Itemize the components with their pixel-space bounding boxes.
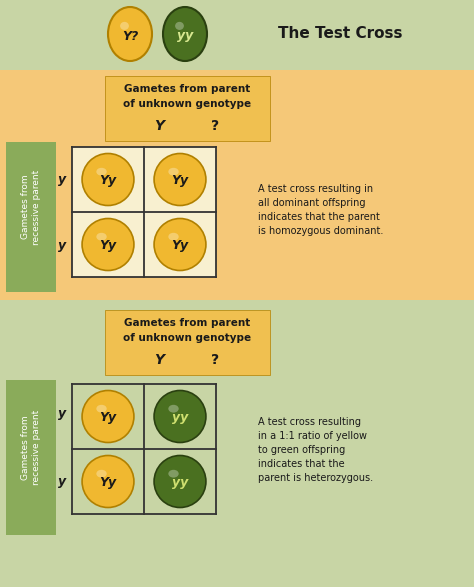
Ellipse shape <box>96 405 107 413</box>
Bar <box>72 384 216 514</box>
Ellipse shape <box>154 153 206 205</box>
Bar <box>72 147 216 277</box>
Bar <box>0 70 474 300</box>
Bar <box>6 142 56 292</box>
Text: Gametes from parent: Gametes from parent <box>124 84 251 94</box>
Ellipse shape <box>108 7 152 61</box>
Text: y: y <box>58 238 66 251</box>
Text: of unknown genotype: of unknown genotype <box>123 333 252 343</box>
Ellipse shape <box>168 168 179 176</box>
Text: A test cross resulting
in a 1:1 ratio of yellow
to green offspring
indicates tha: A test cross resulting in a 1:1 ratio of… <box>258 417 373 483</box>
Bar <box>6 380 56 535</box>
Text: Yy: Yy <box>100 411 117 424</box>
Text: A test cross resulting in
all dominant offspring
indicates that the parent
is ho: A test cross resulting in all dominant o… <box>258 184 383 236</box>
Text: ?: ? <box>211 353 219 367</box>
Ellipse shape <box>163 7 207 61</box>
Text: Y?: Y? <box>122 29 138 42</box>
Ellipse shape <box>96 168 107 176</box>
Text: y: y <box>58 174 66 187</box>
Text: yy: yy <box>172 476 188 489</box>
Text: Gametes from parent: Gametes from parent <box>124 318 251 328</box>
Text: Yy: Yy <box>172 174 189 187</box>
Bar <box>0 0 474 68</box>
Ellipse shape <box>120 22 129 30</box>
Ellipse shape <box>82 456 134 508</box>
Ellipse shape <box>96 233 107 241</box>
Text: Gametes from
recessive parent: Gametes from recessive parent <box>21 410 41 485</box>
Text: yy: yy <box>177 29 193 42</box>
Text: Yy: Yy <box>172 239 189 252</box>
Text: Yy: Yy <box>100 174 117 187</box>
Text: Y: Y <box>155 119 164 133</box>
Ellipse shape <box>175 22 184 30</box>
Bar <box>105 76 270 141</box>
Ellipse shape <box>82 218 134 271</box>
Text: yy: yy <box>172 411 188 424</box>
Ellipse shape <box>82 153 134 205</box>
Ellipse shape <box>96 470 107 478</box>
Bar <box>0 302 474 587</box>
Text: Gametes from
recessive parent: Gametes from recessive parent <box>21 170 41 245</box>
Ellipse shape <box>154 390 206 443</box>
Text: ?: ? <box>211 119 219 133</box>
Text: Yy: Yy <box>100 476 117 489</box>
Text: y: y <box>58 407 66 420</box>
Ellipse shape <box>82 390 134 443</box>
Ellipse shape <box>168 233 179 241</box>
Ellipse shape <box>154 218 206 271</box>
Text: y: y <box>58 475 66 488</box>
Ellipse shape <box>168 405 179 413</box>
Text: Y: Y <box>155 353 164 367</box>
Ellipse shape <box>154 456 206 508</box>
Ellipse shape <box>168 470 179 478</box>
Text: Yy: Yy <box>100 239 117 252</box>
Text: The Test Cross: The Test Cross <box>278 26 402 42</box>
Text: of unknown genotype: of unknown genotype <box>123 99 252 109</box>
Bar <box>105 310 270 375</box>
